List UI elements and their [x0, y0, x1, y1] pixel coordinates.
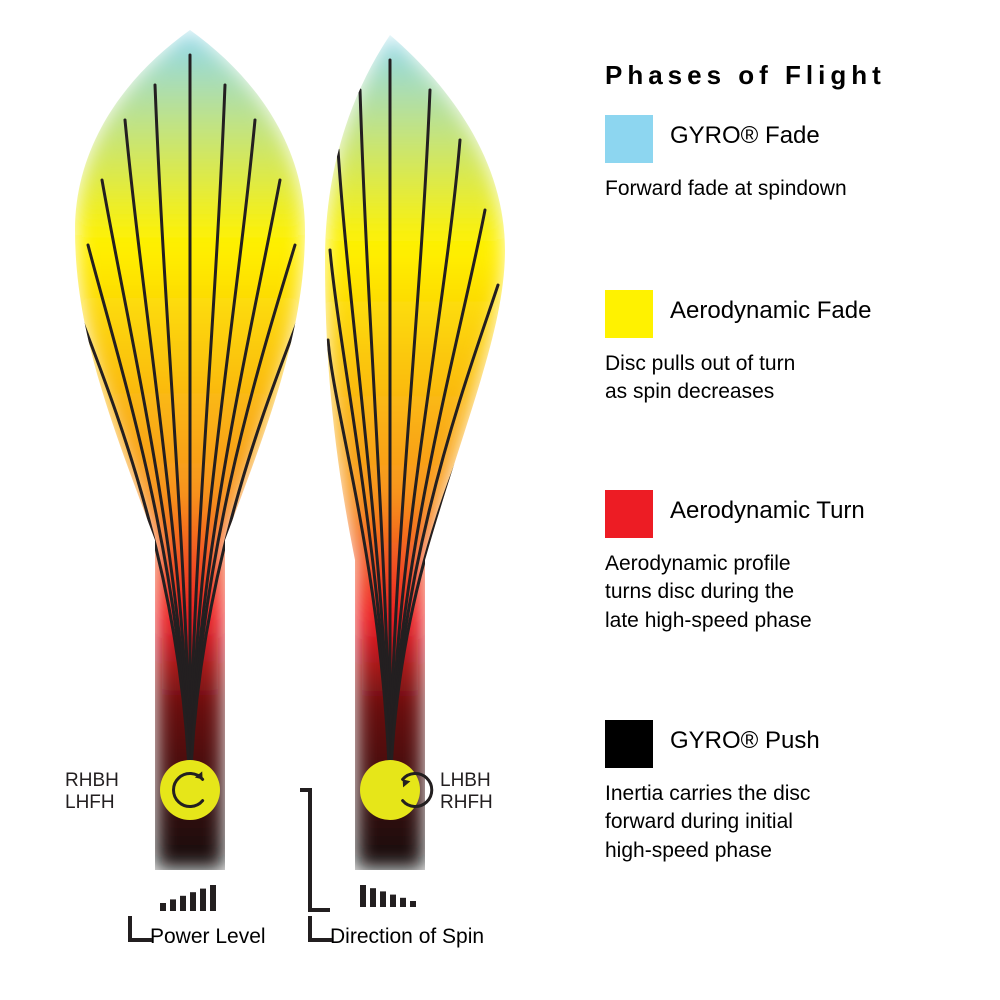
- flight-diagram: [0, 0, 1000, 1000]
- infographic-root: Phases of Flight GYRO® Fade Forward fade…: [0, 0, 1000, 1000]
